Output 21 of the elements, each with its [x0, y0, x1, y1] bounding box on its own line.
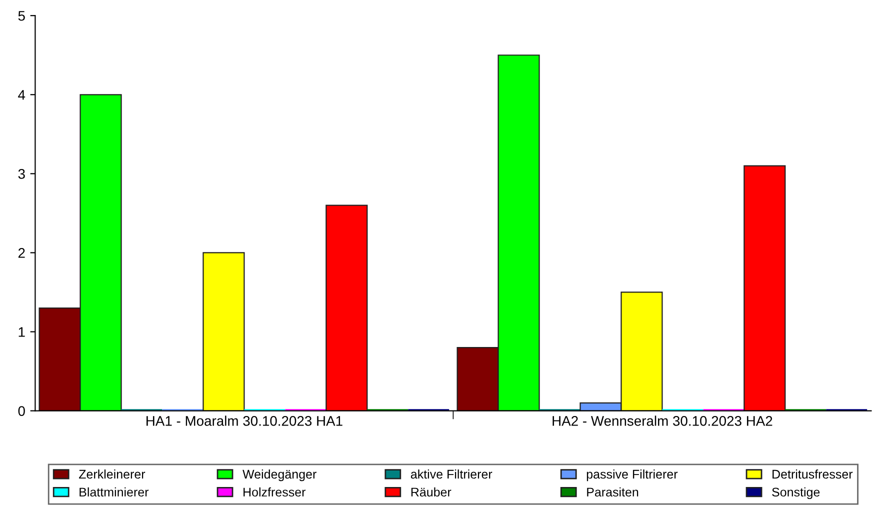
legend-label: passive Filtrierer	[586, 469, 678, 482]
y-tick-label: 2	[18, 248, 25, 258]
bar	[202, 252, 245, 411]
legend-label: Blattminierer	[80, 487, 149, 497]
bar	[744, 165, 786, 411]
legend-label: aktive Filtrierer	[410, 469, 492, 479]
y-tick-label: 1	[18, 327, 25, 337]
legend-label: Zerkleinerer	[79, 469, 146, 479]
bar	[326, 204, 368, 411]
legend-label: Weidegänger	[242, 469, 316, 482]
legend-label: Sonstige	[772, 487, 820, 500]
legend-label: Holzfresser	[244, 487, 306, 497]
x-tick-label: HA2 - Wennseralm 30.10.2023 HA2	[552, 416, 772, 426]
legend-label: Räuber	[411, 487, 452, 497]
y-tick-label: 5	[18, 11, 25, 21]
legend-label: Parasiten	[587, 487, 638, 497]
legend-label: Detritusfresser	[772, 469, 853, 479]
y-tick-label: 0	[18, 406, 25, 416]
y-tick-label: 3	[18, 169, 25, 179]
y-tick-label: 4	[18, 90, 26, 100]
x-tick-label: HA1 - Moaralm 30.10.2023 HA1	[146, 416, 342, 426]
